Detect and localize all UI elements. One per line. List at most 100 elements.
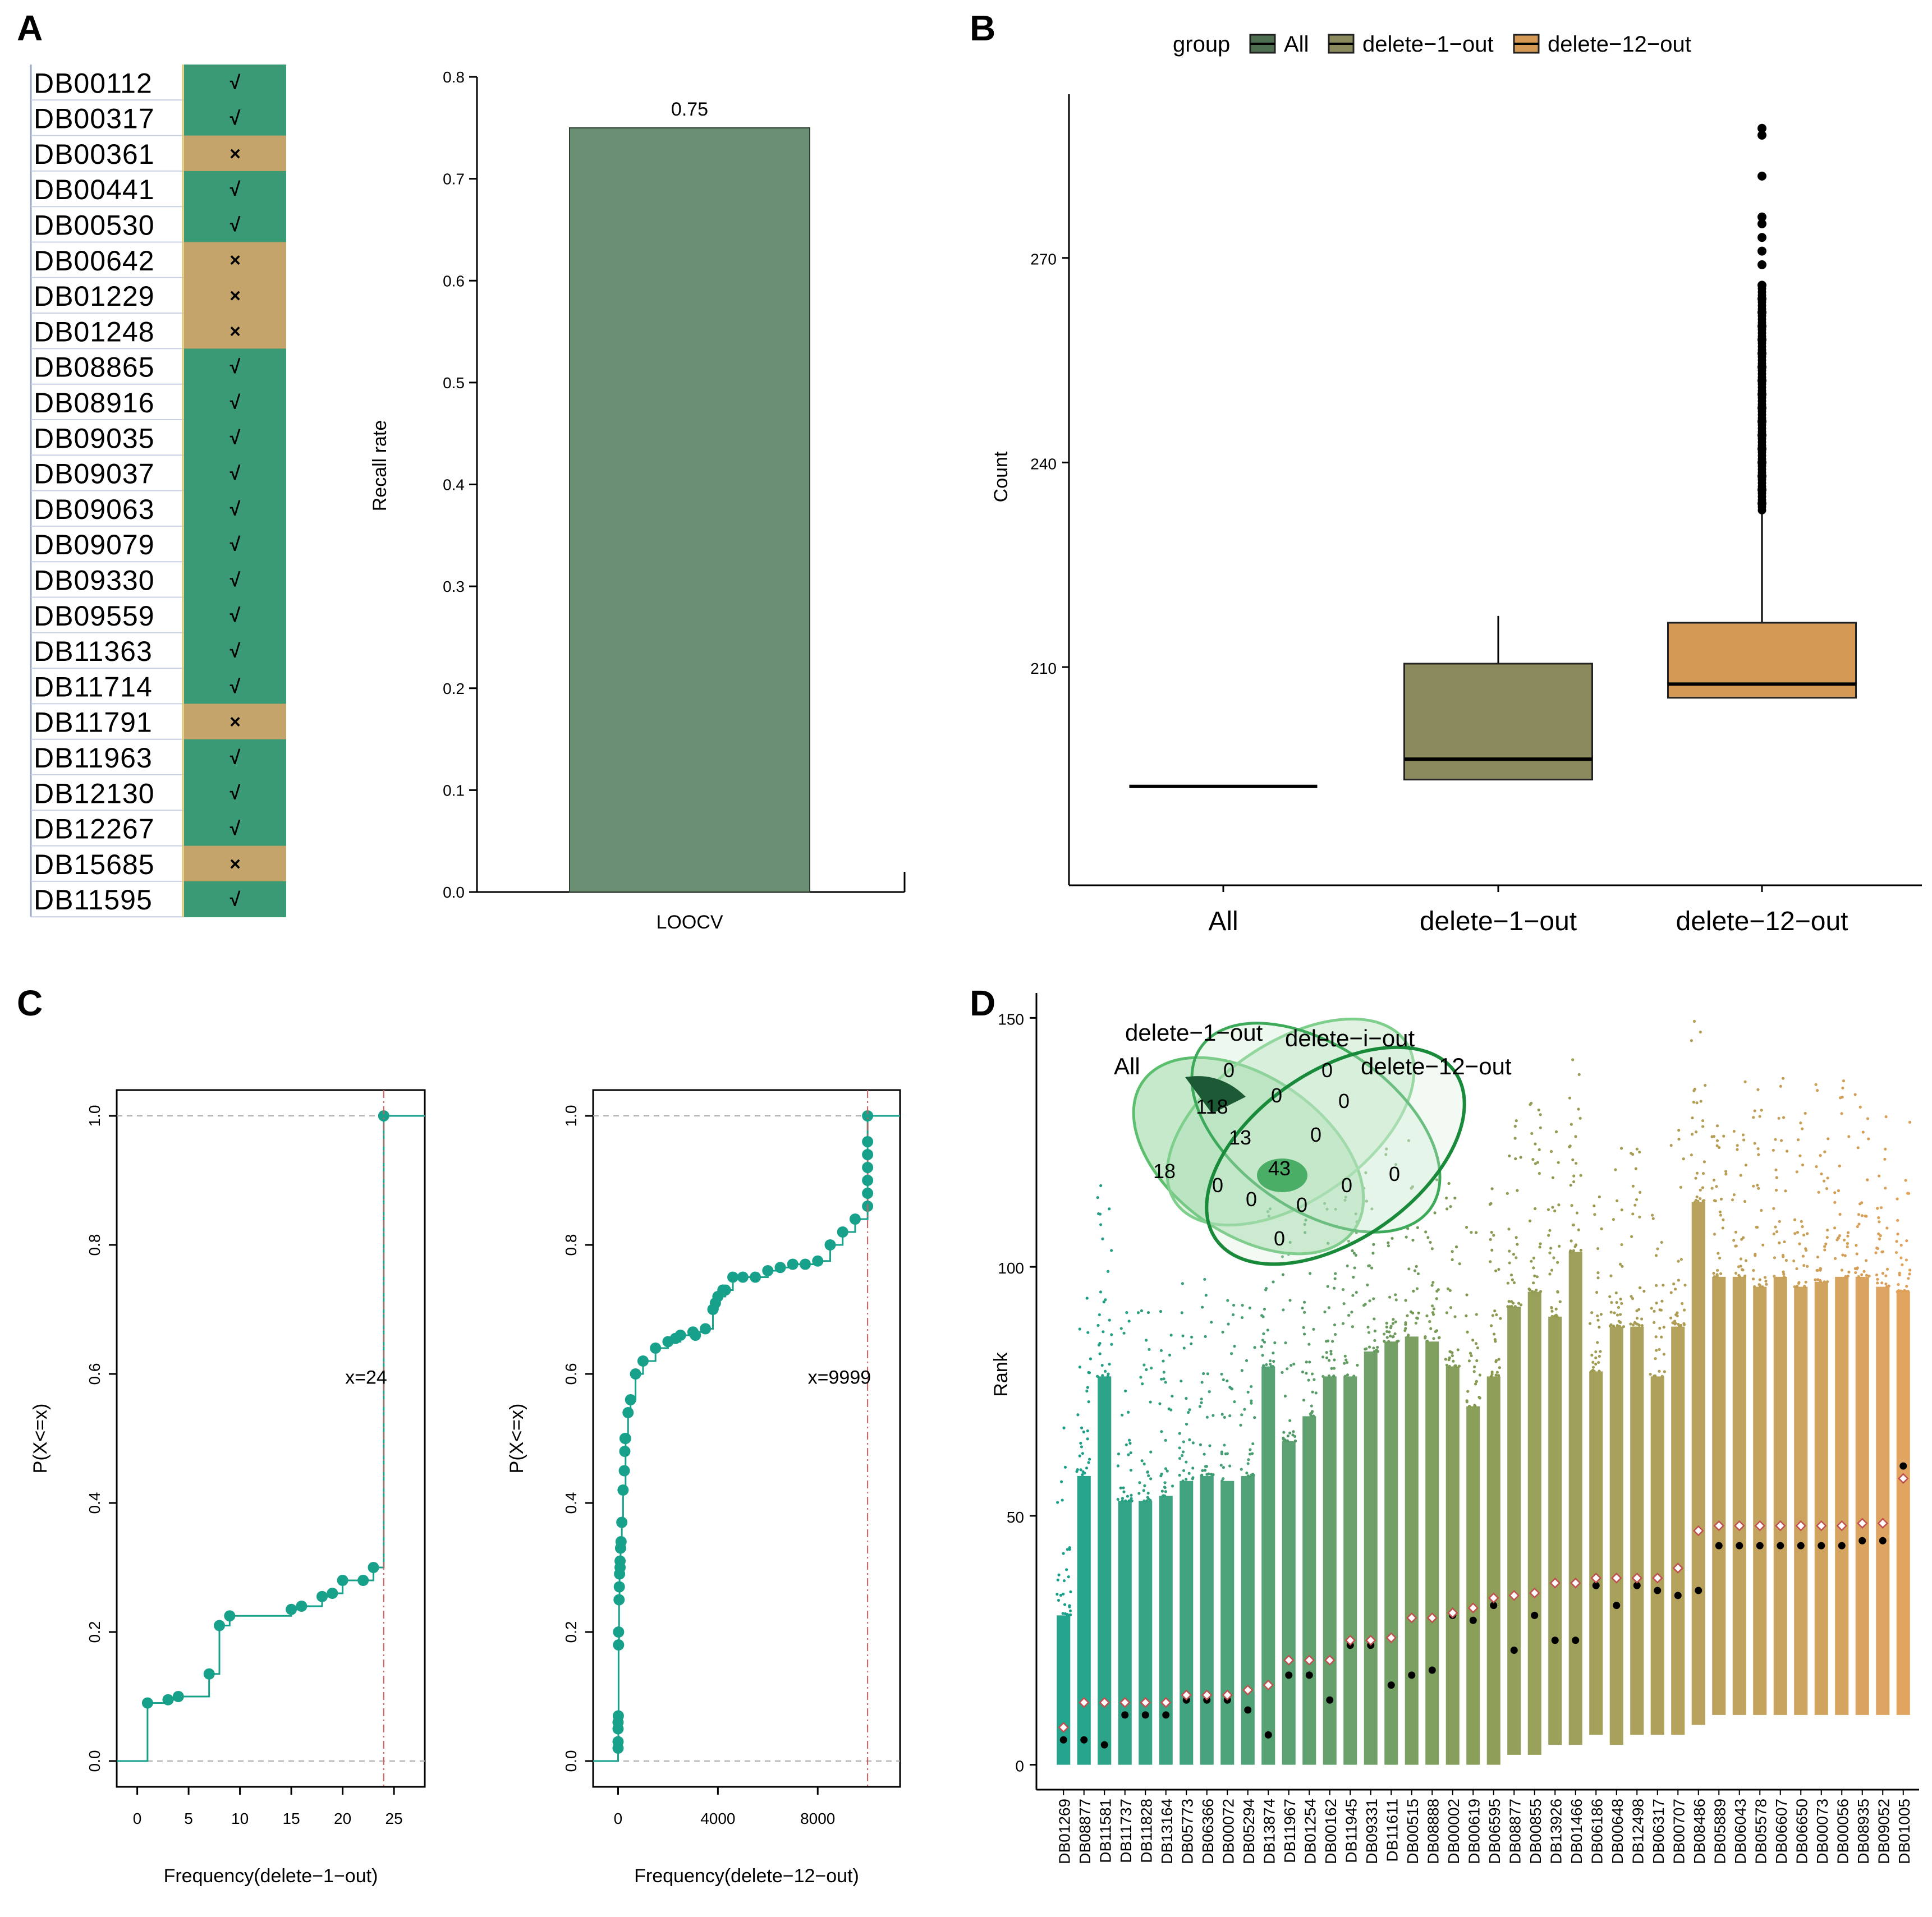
- rank-distribution-column: [1486, 1376, 1500, 1765]
- rank-distribution-column: [1753, 1286, 1767, 1715]
- rank-point: [1638, 1286, 1641, 1290]
- rank-point: [1086, 1386, 1089, 1389]
- rank-point: [1453, 1315, 1457, 1318]
- rank-point: [1682, 1157, 1685, 1161]
- median-marker: [1326, 1696, 1334, 1704]
- rank-point: [1417, 1311, 1420, 1315]
- drug-id-label: DB09559: [34, 600, 155, 632]
- rank-point: [1372, 1243, 1375, 1246]
- rank-point: [1354, 1253, 1357, 1257]
- rank-point: [1763, 1276, 1767, 1279]
- median-marker: [1736, 1542, 1743, 1550]
- venn-count: 13: [1229, 1126, 1251, 1149]
- rank-point: [1354, 1212, 1357, 1216]
- rank-point: [1590, 1369, 1593, 1373]
- rank-point: [1342, 1302, 1346, 1305]
- rank-point: [1262, 1332, 1265, 1336]
- rank-point: [1734, 1230, 1738, 1234]
- rank-point: [1753, 1285, 1756, 1288]
- mean-marker: [1795, 1520, 1807, 1532]
- rank-point: [1321, 1374, 1325, 1378]
- venn-count: 0: [1310, 1123, 1321, 1146]
- rank-point: [1309, 1412, 1312, 1415]
- rank-point: [1658, 1348, 1661, 1351]
- rank-point: [1731, 1198, 1734, 1202]
- rank-point: [1802, 1233, 1806, 1237]
- rank-point: [1895, 1240, 1898, 1243]
- rank-point: [1424, 1230, 1428, 1234]
- recall-cell-pass: [184, 348, 286, 385]
- rank-point: [1854, 1271, 1857, 1275]
- rank-point: [1903, 1289, 1906, 1292]
- rank-point: [1538, 1172, 1541, 1175]
- rank-point: [1846, 1242, 1850, 1245]
- y-tick-label: 0.2: [443, 680, 465, 697]
- rank-point: [1220, 1451, 1224, 1454]
- rank-point: [1346, 1361, 1349, 1364]
- rank-point: [1444, 1358, 1447, 1361]
- rank-point: [1620, 1302, 1623, 1305]
- ecdf-point: [327, 1588, 338, 1599]
- rank-point: [1263, 1307, 1266, 1311]
- rank-point: [1570, 1250, 1573, 1254]
- rank-point: [1823, 1248, 1827, 1252]
- rank-point: [1775, 1176, 1778, 1179]
- rank-point: [1493, 1309, 1497, 1313]
- mean-marker: [1099, 1697, 1110, 1708]
- panel-letter-a: A: [17, 8, 43, 48]
- rank-point: [1596, 1276, 1600, 1280]
- x-tick-label: DB01269: [1056, 1799, 1073, 1864]
- rank-point: [1312, 1327, 1315, 1331]
- rank-point: [1894, 1251, 1898, 1254]
- rank-point: [1373, 1339, 1376, 1343]
- rank-point: [1313, 1378, 1316, 1381]
- rank-point: [1346, 1264, 1349, 1268]
- y-tick-label: 150: [998, 1010, 1024, 1028]
- rank-point: [1662, 1284, 1665, 1287]
- rank-point: [1069, 1590, 1072, 1593]
- x-tick-label: 15: [283, 1810, 300, 1827]
- rank-point: [1535, 1275, 1539, 1279]
- rank-point: [1577, 1107, 1580, 1111]
- rank-point: [1221, 1330, 1224, 1334]
- rank-point: [1823, 1280, 1826, 1284]
- rank-point: [1906, 1290, 1910, 1293]
- rank-point: [1350, 1311, 1353, 1314]
- rank-point: [1701, 1119, 1705, 1123]
- x-tick-label: DB08877: [1506, 1799, 1523, 1864]
- rank-point: [1631, 1323, 1635, 1327]
- median-marker: [1305, 1671, 1313, 1679]
- rank-point: [1712, 1178, 1716, 1182]
- rank-point: [1228, 1414, 1232, 1418]
- mean-marker: [1897, 1473, 1909, 1484]
- rank-point: [1757, 1187, 1760, 1190]
- rank-point: [1819, 1280, 1823, 1284]
- rank-point: [1127, 1453, 1130, 1456]
- rank-point: [1713, 1233, 1717, 1236]
- rank-point: [1473, 1365, 1476, 1369]
- rank-point: [1169, 1334, 1173, 1337]
- rank-point: [1825, 1187, 1829, 1190]
- rank-point: [1816, 1278, 1820, 1281]
- rank-point: [1764, 1280, 1768, 1283]
- rank-point: [1743, 1199, 1747, 1203]
- rank-point: [1490, 1371, 1494, 1374]
- outlier-point: [1757, 233, 1766, 242]
- rank-point: [1352, 1252, 1356, 1255]
- rank-point: [1351, 1249, 1354, 1253]
- rank-point: [1119, 1486, 1122, 1490]
- rank-point: [1478, 1373, 1481, 1377]
- rank-point: [1302, 1332, 1306, 1336]
- ecdf-point: [862, 1175, 874, 1186]
- rank-point: [1327, 1306, 1331, 1309]
- recall-table: DB00112 √ DB00317 √ DB00361 × DB00441 √ DB00530 √…: [30, 65, 286, 918]
- rank-point: [1079, 1468, 1082, 1472]
- venn-region-center: [1257, 1159, 1307, 1192]
- count-boxplot: 210 240 270 Count All delete−1−out delete−12−o…: [990, 32, 1922, 936]
- rank-point: [1121, 1497, 1125, 1500]
- rank-point: [1371, 1252, 1375, 1255]
- rank-point: [1107, 1372, 1110, 1376]
- rank-point: [1465, 1400, 1468, 1404]
- rank-point: [1837, 1236, 1840, 1240]
- median-marker: [1551, 1636, 1559, 1644]
